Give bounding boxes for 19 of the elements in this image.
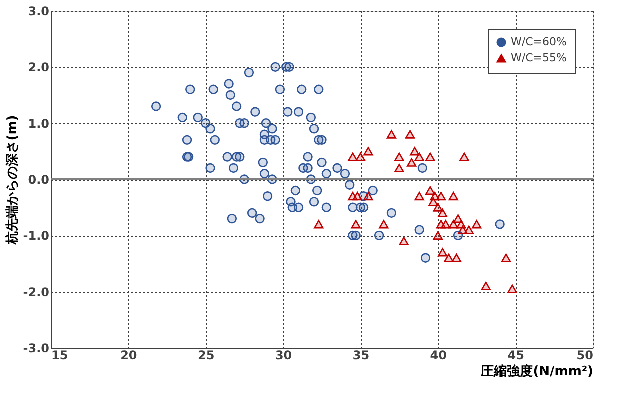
y-tick-label: 0.0 bbox=[28, 173, 50, 187]
x-tick-label: 20 bbox=[120, 348, 138, 362]
y-tick-label: -1.0 bbox=[23, 229, 50, 244]
x-tick-label: 50 bbox=[576, 348, 594, 362]
x-tick-label: 25 bbox=[198, 348, 215, 362]
y-tick-label: 3.0 bbox=[28, 4, 50, 18]
x-tick-label: 45 bbox=[508, 348, 524, 362]
legend-label: W/C=60% bbox=[511, 36, 567, 48]
y-tick-label: -2.0 bbox=[23, 285, 50, 300]
x-tick-label: 35 bbox=[352, 348, 370, 362]
y-axis-title: 杭先端からの深さ(m) bbox=[4, 115, 20, 246]
x-axis-title: 圧縮強度(N/mm²) bbox=[480, 364, 594, 380]
y-tick-label: -3.0 bbox=[23, 342, 50, 356]
x-tick-label: 15 bbox=[52, 348, 68, 362]
legend-label: W/C=55% bbox=[511, 52, 567, 64]
y-tick-label: 1.0 bbox=[28, 116, 50, 131]
x-tick-label: 30 bbox=[275, 348, 292, 362]
y-tick-label: 2.0 bbox=[28, 60, 50, 75]
x-tick-label: 40 bbox=[430, 348, 447, 362]
